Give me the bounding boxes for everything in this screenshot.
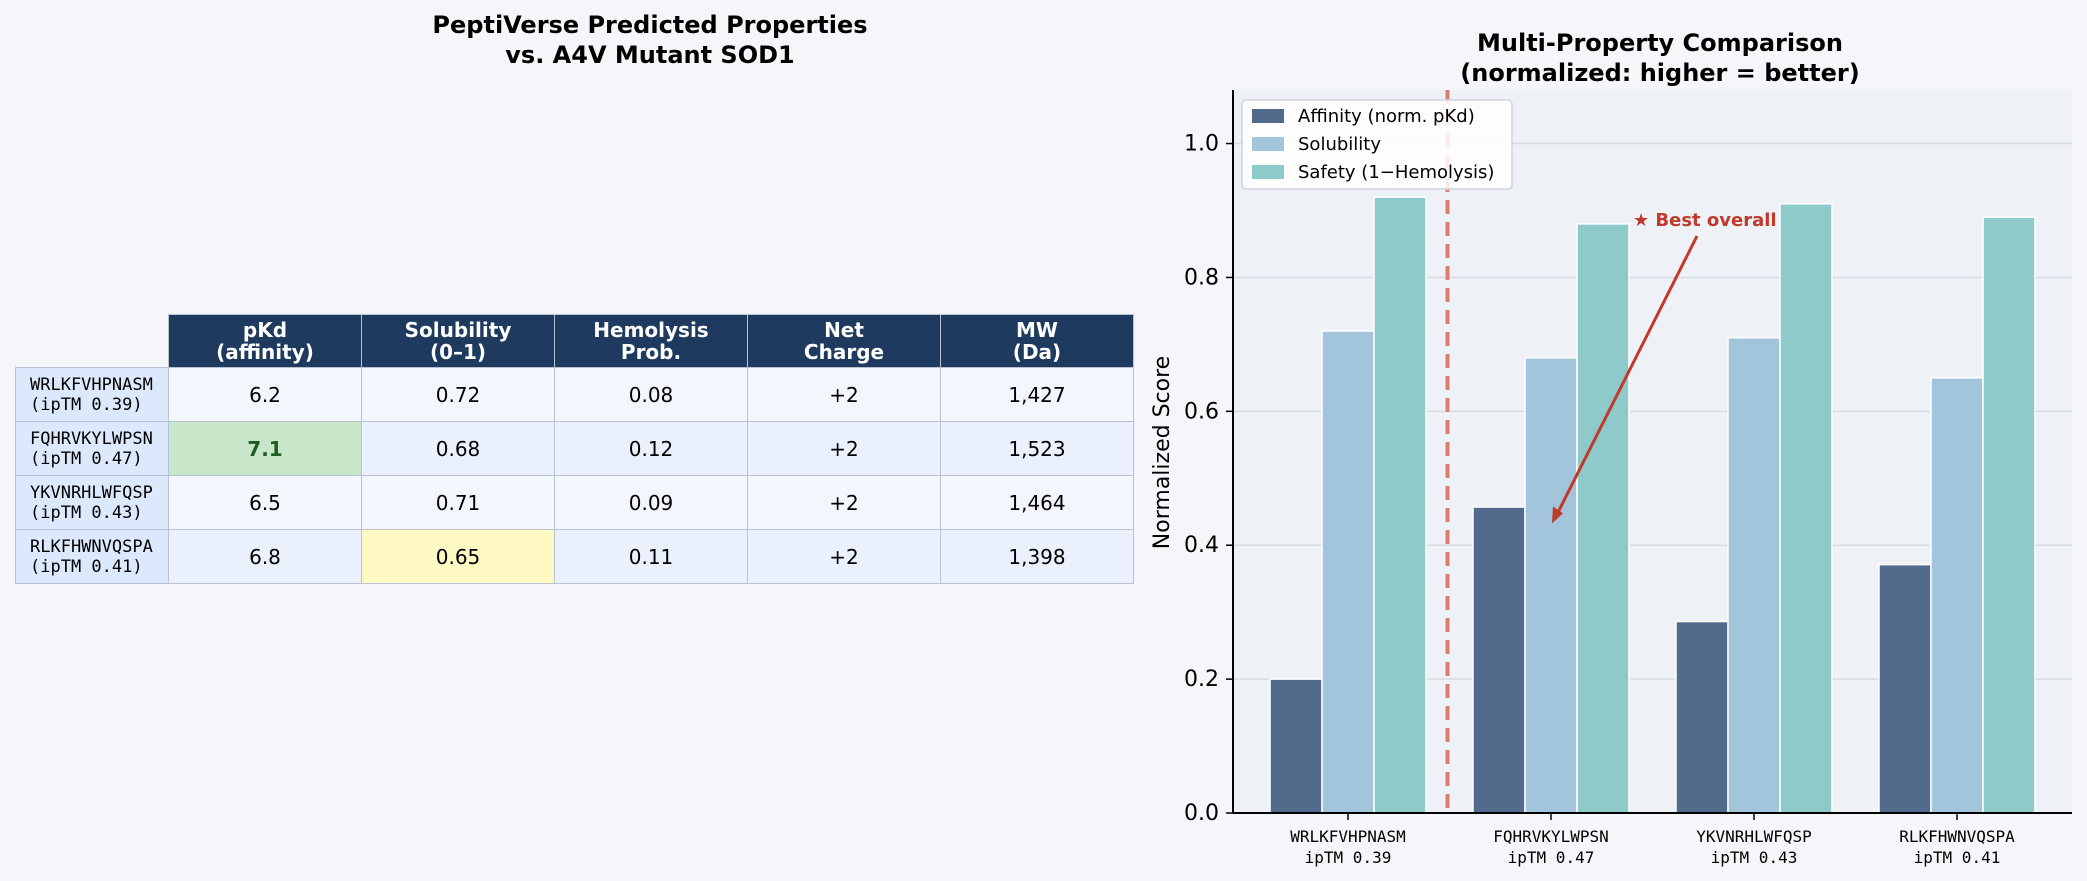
cell-mw: 1,398 xyxy=(940,529,1134,584)
table-row: RLKFHWNVQSPA (ipTM 0.41) 6.8 0.65 0.11 +… xyxy=(15,529,1134,584)
cell-pkd-best: 7.1 xyxy=(168,421,362,476)
bar xyxy=(1779,203,1833,814)
bar xyxy=(1524,357,1578,814)
x-tick-label: FQHRVKYLWPSN xyxy=(1493,827,1609,846)
cell-charge: +2 xyxy=(747,529,941,584)
row-label: YKVNRHLWFQSP (ipTM 0.43) xyxy=(15,475,169,530)
column-header-pkd: pKd (affinity) xyxy=(168,314,362,368)
cell-pkd: 6.8 xyxy=(168,529,362,584)
legend-swatch xyxy=(1252,165,1284,179)
annotation-label: ★ Best overall xyxy=(1633,210,1777,231)
legend-label: Solubility xyxy=(1298,134,1381,155)
properties-table: pKd (affinity) Solubility (0–1) Hemolysi… xyxy=(15,314,1134,584)
x-tick-label: YKVNRHLWFQSP xyxy=(1696,827,1812,846)
table-row: FQHRVKYLWPSN (ipTM 0.47) 7.1 0.68 0.12 +… xyxy=(15,421,1134,476)
bar xyxy=(1321,330,1375,814)
x-tick-sublabel: ipTM 0.43 xyxy=(1711,848,1798,867)
y-axis-label: Normalized Score xyxy=(1150,356,1175,549)
x-tick-sublabel: ipTM 0.41 xyxy=(1914,848,2001,867)
bar xyxy=(1576,223,1630,814)
bar xyxy=(1675,620,1729,814)
column-header-solubility: Solubility (0–1) xyxy=(361,314,555,368)
x-tick-label: WRLKFVHPNASM xyxy=(1290,827,1406,846)
chart-title: Multi-Property Comparison (normalized: h… xyxy=(1460,29,1860,87)
cell-pkd: 6.2 xyxy=(168,367,362,422)
bar xyxy=(1930,377,1984,814)
x-tick-sublabel: ipTM 0.39 xyxy=(1305,848,1392,867)
cell-solubility: 0.71 xyxy=(361,475,555,530)
bar xyxy=(1373,196,1427,814)
bar xyxy=(1727,336,1781,814)
table-header-row: pKd (affinity) Solubility (0–1) Hemolysi… xyxy=(16,314,1134,368)
table-row: YKVNRHLWFQSP (ipTM 0.43) 6.5 0.71 0.09 +… xyxy=(15,475,1134,530)
row-label: RLKFHWNVQSPA (ipTM 0.41) xyxy=(15,529,169,584)
cell-hemolysis: 0.09 xyxy=(554,475,748,530)
x-tick-sublabel: ipTM 0.47 xyxy=(1508,848,1595,867)
cell-mw: 1,427 xyxy=(940,367,1134,422)
cell-charge: +2 xyxy=(747,367,941,422)
bar xyxy=(1472,506,1526,814)
column-header-charge: Net Charge xyxy=(747,314,941,368)
cell-solubility: 0.72 xyxy=(361,367,555,422)
y-tick-label: 0.6 xyxy=(1184,399,1219,424)
y-tick-label: 1.0 xyxy=(1184,132,1219,157)
y-tick-label: 0.4 xyxy=(1184,533,1219,558)
cell-pkd: 6.5 xyxy=(168,475,362,530)
bar xyxy=(1982,216,2036,814)
y-tick-label: 0.2 xyxy=(1184,667,1219,692)
legend-swatch xyxy=(1252,109,1284,123)
cell-charge: +2 xyxy=(747,421,941,476)
legend-swatch xyxy=(1252,137,1284,151)
x-tick-label: RLKFHWNVQSPA xyxy=(1899,827,2015,846)
bar xyxy=(1878,563,1932,814)
bar xyxy=(1269,678,1323,814)
cell-charge: +2 xyxy=(747,475,941,530)
table-row: WRLKFVHPNASM (ipTM 0.39) 6.2 0.72 0.08 +… xyxy=(15,367,1134,422)
row-label: WRLKFVHPNASM (ipTM 0.39) xyxy=(15,367,169,422)
y-tick-label: 0.8 xyxy=(1184,265,1219,290)
y-tick-label: 0.0 xyxy=(1184,801,1219,826)
cell-solubility-lowest: 0.65 xyxy=(361,529,555,584)
legend-label: Affinity (norm. pKd) xyxy=(1298,106,1475,127)
table-title: PeptiVerse Predicted Properties vs. A4V … xyxy=(432,11,868,69)
annotation-arrowhead xyxy=(1552,506,1563,524)
cell-hemolysis: 0.08 xyxy=(554,367,748,422)
annotation-arrow xyxy=(1553,235,1699,520)
column-header-hemolysis: Hemolysis Prob. xyxy=(554,314,748,368)
cell-hemolysis: 0.12 xyxy=(554,421,748,476)
cell-solubility: 0.68 xyxy=(361,421,555,476)
legend-label: Safety (1−Hemolysis) xyxy=(1298,162,1494,183)
cell-hemolysis: 0.11 xyxy=(554,529,748,584)
legend-box xyxy=(1241,99,1513,190)
column-header-mw: MW (Da) xyxy=(940,314,1134,368)
